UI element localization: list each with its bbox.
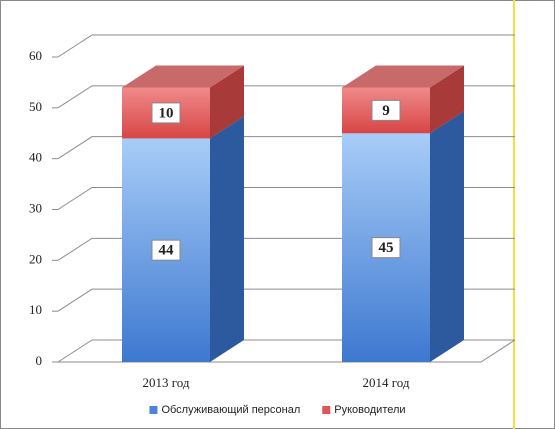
y-tick-label: 50 <box>29 99 42 114</box>
y-tick-label: 20 <box>29 251 42 266</box>
legend-swatch <box>149 406 158 414</box>
bar-side <box>210 116 244 362</box>
data-label: 9 <box>382 103 390 119</box>
bar-top <box>122 65 244 88</box>
x-tick-label: 2014 год <box>363 375 410 390</box>
data-label: 45 <box>379 240 394 256</box>
bar-side <box>430 111 464 362</box>
legend: Обслуживающий персонал Руководители <box>149 404 406 416</box>
legend-swatch <box>322 406 331 414</box>
y-tick-label: 40 <box>29 150 42 165</box>
data-label: 44 <box>159 243 175 259</box>
y-tick-label: 10 <box>29 302 42 317</box>
y-tick-label: 30 <box>29 200 42 215</box>
bar-side <box>430 65 464 134</box>
grid-line <box>57 34 515 58</box>
bar-top <box>342 65 464 88</box>
bar-side <box>210 65 244 139</box>
data-label-box <box>371 237 401 259</box>
data-label: 10 <box>159 105 174 121</box>
x-tick-label: 2013 год <box>143 375 190 390</box>
data-label-box <box>371 99 401 121</box>
legend-label: Руководители <box>334 404 405 416</box>
data-label-box <box>151 239 181 261</box>
y-tick-label: 60 <box>29 48 42 63</box>
legend-label: Обслуживающий персонал <box>161 404 300 416</box>
data-label-box <box>151 102 181 124</box>
y-tick-label: 0 <box>36 353 43 368</box>
